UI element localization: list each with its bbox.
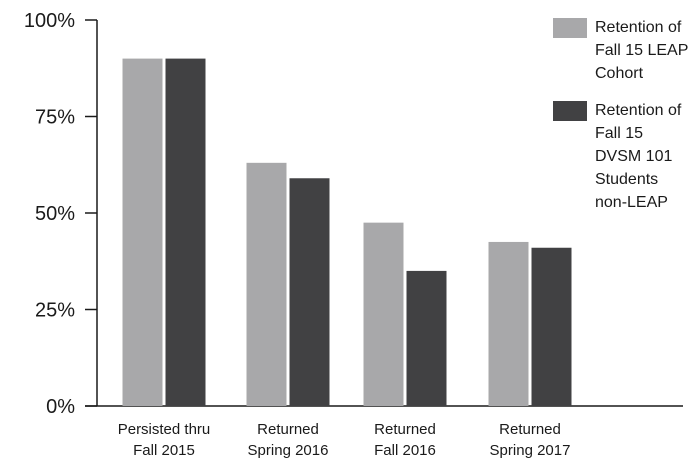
y-tick-label: 25% [35,300,75,322]
x-tick-label: Persisted thru Fall 2015 [118,421,211,459]
y-tick-label: 0% [46,396,75,418]
x-tick-label-line: Returned [257,421,319,438]
x-tick-label-line: Returned [499,421,561,438]
legend-label-leap: Retention of Fall 15 LEAP Cohort [595,19,689,82]
legend-swatch-leap [553,18,587,38]
x-tick-label-line: Returned [374,421,436,438]
legend-item-non-leap: Retention of Fall 15 DVSM 101 Students n… [553,99,693,214]
y-tick-label: 100% [24,10,75,32]
bar-leap [363,222,404,406]
legend-item-leap: Retention of Fall 15 LEAP Cohort [553,16,693,85]
bar-non-leap [406,270,447,406]
bar-non-leap [289,178,330,406]
bar-non-leap [165,58,206,406]
x-tick-label-line: Spring 2017 [490,442,571,459]
x-tick-label: Returned Spring 2017 [490,421,571,459]
x-tick-label: Returned Spring 2016 [248,421,329,459]
legend: Retention of Fall 15 LEAP Cohort Retenti… [553,16,693,228]
x-tick-label: Returned Fall 2016 [374,421,436,459]
x-tick-label-line: Spring 2016 [248,442,329,459]
bar-leap [122,58,163,406]
x-tick-label-line: Persisted thru [118,421,211,438]
legend-swatch-non-leap [553,101,587,121]
bar-non-leap [531,247,572,406]
x-tick-label-line: Fall 2015 [133,442,195,459]
legend-label-non-leap: Retention of Fall 15 DVSM 101 Students n… [595,102,682,211]
bar-leap [246,162,287,406]
bar-leap [488,241,529,406]
y-tick-label: 75% [35,107,75,129]
y-tick-label: 50% [35,203,75,225]
x-tick-label-line: Fall 2016 [374,442,436,459]
